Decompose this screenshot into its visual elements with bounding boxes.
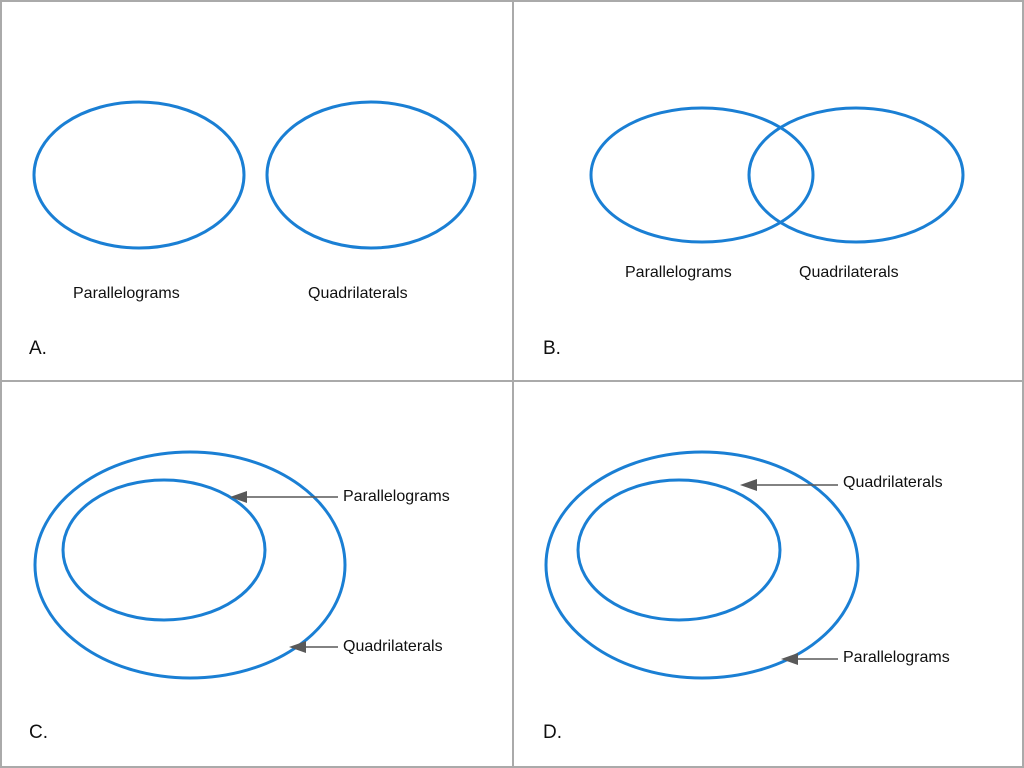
arrow-head-icon (230, 491, 247, 503)
panel-d-ellipse-outer-parallelograms (544, 450, 860, 680)
panel-d-shapes (544, 450, 860, 680)
panel-c-leader-quadrilaterals (289, 641, 338, 653)
panel-c-shapes (33, 450, 347, 680)
panel-c-ellipse-inner-parallelograms (61, 478, 267, 622)
panel-d-ellipse-inner-quadrilaterals (576, 478, 782, 622)
arrow-head-icon (740, 479, 757, 491)
panel-b-label-parallelograms: Parallelograms (625, 264, 732, 281)
panel-a-label-quadrilaterals: Quadrilaterals (308, 285, 408, 302)
panel-a-label-parallelograms: Parallelograms (73, 285, 180, 302)
panel-a-shapes (32, 100, 477, 250)
panel-c-ellipse-outer-quadrilaterals (33, 450, 347, 680)
panel-c-label-quadrilaterals: Quadrilaterals (343, 638, 443, 655)
panel-b-label-quadrilaterals: Quadrilaterals (799, 264, 899, 281)
panel-c-label-parallelograms: Parallelograms (343, 488, 450, 505)
panel-c-leader-parallelograms (230, 491, 338, 503)
panel-d-leader-parallelograms (781, 653, 838, 665)
panel-d-leader-quadrilaterals (740, 479, 838, 491)
panel-b-shapes (589, 106, 965, 244)
panel-a-letter: A. (29, 338, 47, 359)
panel-d-label-quadrilaterals: Quadrilaterals (843, 474, 943, 491)
panel-a-ellipse-quadrilaterals (265, 100, 477, 250)
panel-b-letter: B. (543, 338, 561, 359)
arrow-head-icon (781, 653, 798, 665)
panel-d-label-parallelograms: Parallelograms (843, 649, 950, 666)
panel-b-ellipse-quadrilaterals (747, 106, 965, 244)
arrow-head-icon (289, 641, 306, 653)
panel-d-letter: D. (543, 722, 562, 743)
panel-a-ellipse-parallelograms (32, 100, 246, 250)
panel-c-letter: C. (29, 722, 48, 743)
panel-b-ellipse-parallelograms (589, 106, 815, 244)
